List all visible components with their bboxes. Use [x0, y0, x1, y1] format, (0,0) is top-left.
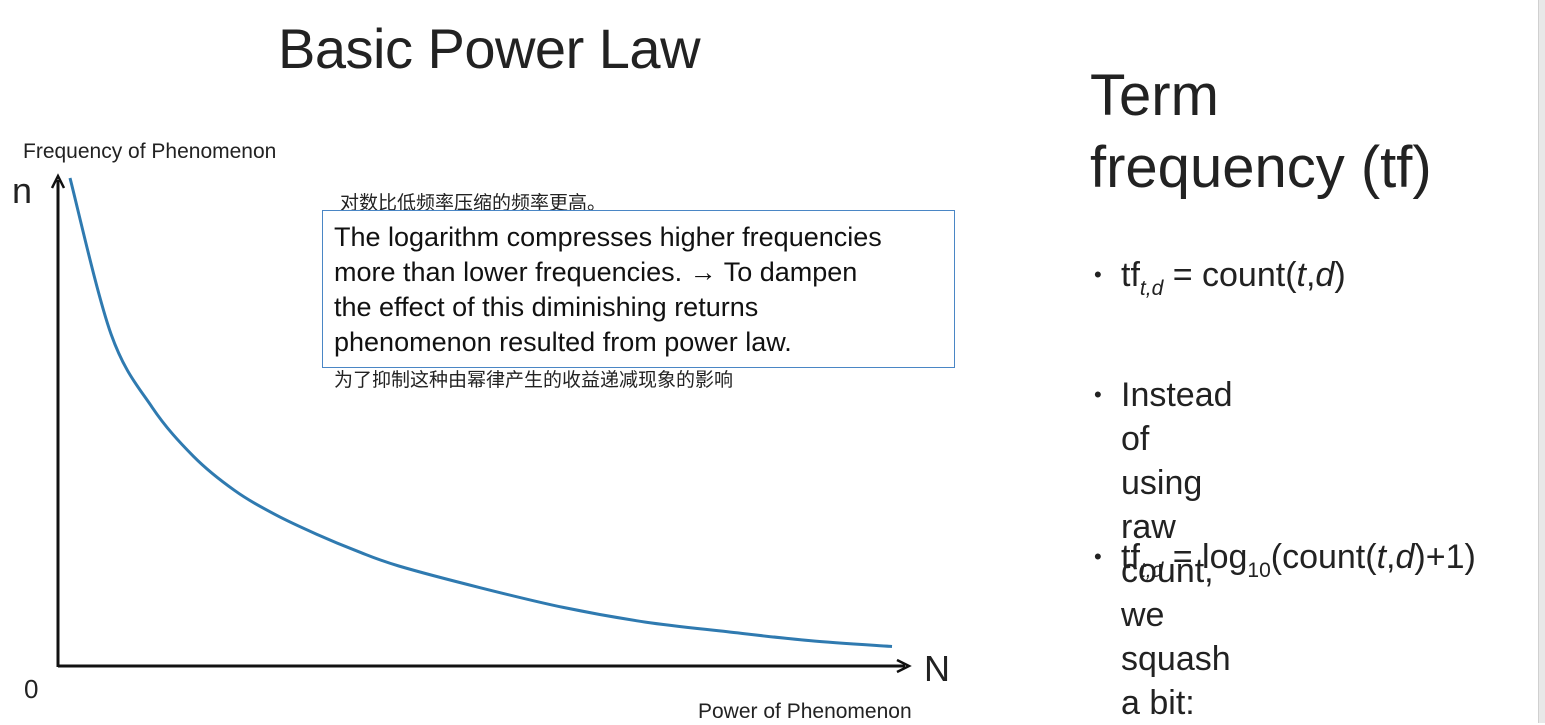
y-axis-title: Frequency of Phenomenon	[23, 140, 277, 163]
annotation-chinese-top: 对数比低频率压缩的频率更高。	[340, 192, 607, 214]
x-axis-arrowhead	[896, 658, 912, 674]
annotation-text-box[interactable]: The logarithm compresses higher frequenc…	[322, 210, 955, 368]
window-right-border	[1538, 0, 1545, 723]
bullet-squash-text: Instead of using raw count, we squash a …	[1121, 376, 1233, 722]
annotation-text: The logarithm compresses higher frequenc…	[334, 222, 882, 357]
annotation-chinese-bottom: 为了抑制这种由幂律产生的收益递减现象的影响	[334, 369, 734, 391]
section-heading: Term frequency (tf)	[1090, 63, 1432, 200]
power-law-curve	[68, 177, 893, 648]
formula-tf-count: tft,d = count(t,d)	[1121, 256, 1346, 300]
bullet-dot: •	[1094, 262, 1102, 287]
x-axis-title: Power of Phenomenon	[698, 700, 912, 723]
bullet-dot: •	[1094, 382, 1102, 407]
formula-tf-log: tft,d = log10(count(t,d)+1)	[1121, 538, 1476, 582]
y-axis-arrowhead	[50, 173, 66, 189]
origin-label: 0	[24, 674, 39, 704]
bullet-dot: •	[1094, 544, 1102, 569]
y-axis-top-label: n	[12, 170, 33, 211]
slide-title: Basic Power Law	[278, 17, 701, 80]
x-axis-end-label: N	[924, 648, 950, 689]
